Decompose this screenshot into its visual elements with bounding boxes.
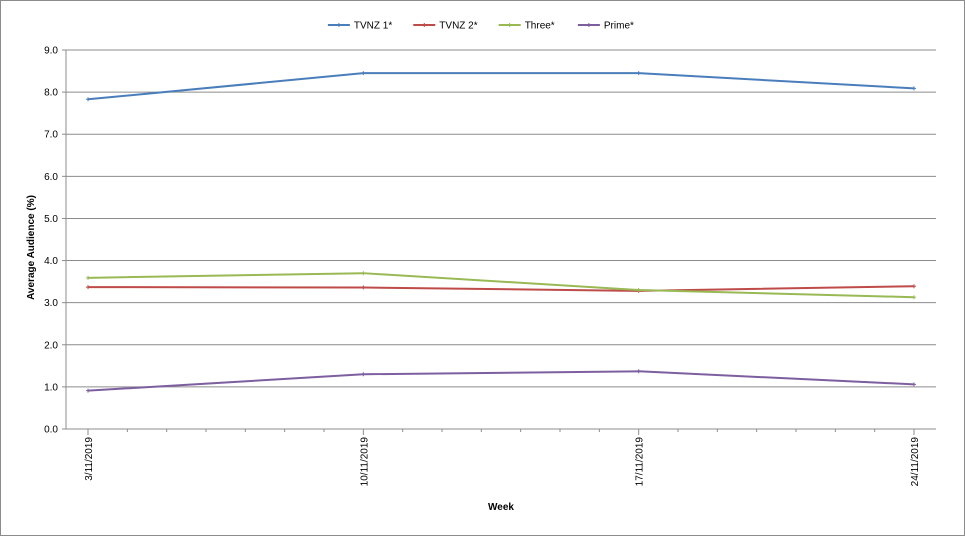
y-tick-label: 3.0 [44,298,58,309]
y-tick-label: 6.0 [44,172,58,183]
data-point [361,372,366,377]
legend-item: TVNZ 1* [327,21,392,32]
data-point [636,288,641,293]
data-point [912,86,916,91]
data-point [636,71,641,76]
series-line [87,370,915,392]
series-line [87,72,915,101]
data-point [636,369,641,374]
series-line [87,285,915,292]
y-tick-label: 1.0 [44,382,58,393]
y-axis-ticks: 0.0 1.0 2.0 3.0 4.0 5.0 6.0 7.0 8.0 9.0 [44,46,66,436]
x-tick-label: 3/11/2019 [84,437,95,481]
legend-marker [336,23,341,27]
legend-marker [507,23,512,27]
y-axis-title: Average Audience (%) [26,195,37,300]
axes [65,50,936,430]
legend-label: TVNZ 1* [354,21,392,32]
y-tick-label: 4.0 [44,256,58,267]
y-tick-label: 9.0 [44,46,58,57]
data-point [86,275,90,280]
legend-item: Prime* [577,21,634,32]
data-point [361,285,366,290]
legend-item: Three* [498,21,555,32]
data-point [361,71,366,76]
legend-label: Three* [525,21,555,32]
y-tick-label: 0.0 [44,425,58,436]
series-tvnz-2 [86,284,916,293]
legend: TVNZ 1* TVNZ 2* Three* Prime* [327,21,634,32]
x-tick-label: 17/11/2019 [635,437,646,487]
series-prime [86,369,916,393]
legend-marker [586,23,591,27]
series-layer [86,71,916,393]
series-three [86,271,916,300]
series-line [87,272,915,299]
series-tvnz-1 [86,71,916,102]
y-tick-label: 7.0 [44,130,58,141]
y-tick-label: 8.0 [44,88,58,99]
legend-label: TVNZ 2* [439,21,477,32]
y-tick-label: 5.0 [44,214,58,225]
x-axis-title: Week [488,502,514,513]
data-point [86,285,90,290]
data-point [912,284,916,289]
data-point [86,97,90,102]
x-tick-label: 24/11/2019 [910,437,921,487]
data-point [912,295,916,300]
data-point [86,388,90,393]
legend-marker [422,23,427,27]
x-axis-ticks: 3/11/2019 10/11/2019 17/11/2019 24/11/2019 [84,429,921,486]
data-point [361,271,366,276]
y-tick-label: 2.0 [44,340,58,351]
legend-item: TVNZ 2* [413,21,478,32]
legend-label: Prime* [604,21,634,32]
data-point [912,382,916,387]
x-tick-label: 10/11/2019 [359,437,370,487]
